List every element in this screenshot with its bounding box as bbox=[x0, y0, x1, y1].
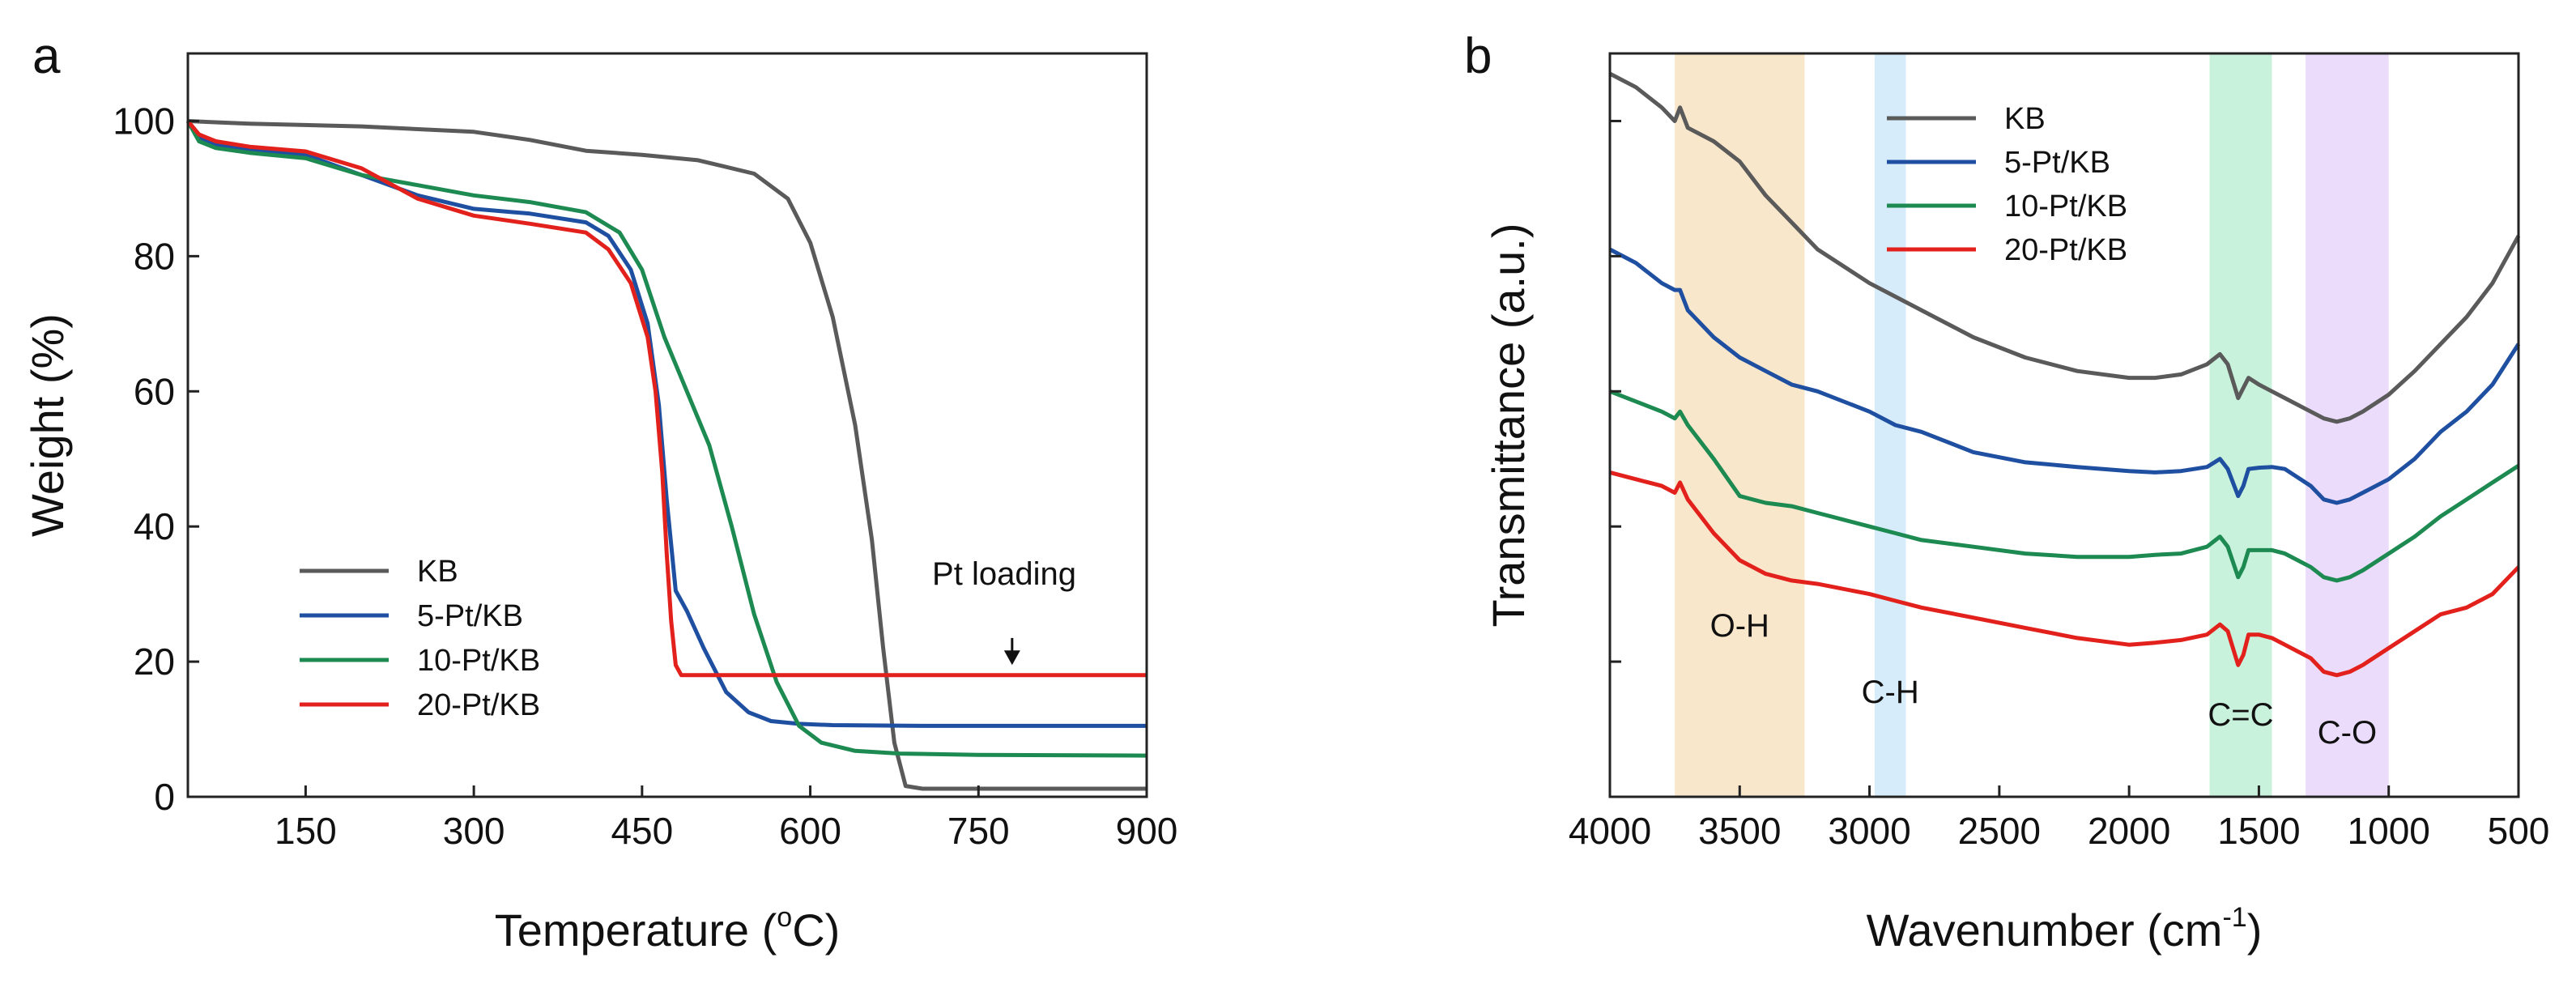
panel-b-ftir-chart: b 4000 3500 3000 2500 2000 1500 1000 500 Wavenu… bbox=[1464, 28, 2549, 956]
panel-a-series-lines bbox=[185, 119, 1147, 791]
series-line-kb bbox=[187, 119, 1147, 791]
band-label: O-H bbox=[1710, 608, 1769, 644]
x-tick-label: 750 bbox=[947, 810, 1010, 852]
pt-loading-annotation: Pt loading bbox=[932, 556, 1076, 592]
legend-label: 10-Pt/KB bbox=[417, 644, 540, 678]
band-c-c bbox=[2209, 53, 2272, 797]
legend-label: KB bbox=[2004, 102, 2046, 136]
series-line-5-pt-kb bbox=[1608, 247, 2521, 505]
panel-a-plot-frame bbox=[186, 52, 1148, 798]
band-o-h bbox=[1675, 53, 1805, 797]
y-tick-label: 60 bbox=[134, 370, 175, 412]
x-tick-label: 2000 bbox=[2088, 810, 2170, 852]
x-tick-label: 150 bbox=[275, 810, 337, 852]
series-line-20-pt-kb bbox=[1609, 470, 2520, 678]
legend-label: 5-Pt/KB bbox=[417, 599, 523, 633]
x-tick-label: 600 bbox=[779, 810, 841, 852]
series-line-20-pt-kb bbox=[186, 119, 1147, 678]
panel-a-x-axis-title: Temperature (oC) bbox=[495, 902, 841, 956]
panel-b-legend: KB 5-Pt/KB 10-Pt/KB 20-Pt/KB bbox=[1887, 102, 2127, 267]
band-label: C-H bbox=[1862, 675, 1919, 710]
x-tick-label: 2500 bbox=[1958, 810, 2041, 852]
y-tick-label: 80 bbox=[134, 235, 175, 277]
x-tick-label: 3500 bbox=[1698, 810, 1781, 852]
x-tick-label: 450 bbox=[611, 810, 673, 852]
series-line-10-pt-kb bbox=[1609, 389, 2520, 583]
series-line-5-pt-kb bbox=[185, 120, 1147, 728]
legend-label: 20-Pt/KB bbox=[417, 688, 540, 722]
band-label: C=C bbox=[2208, 697, 2273, 733]
y-tick-label: 100 bbox=[113, 100, 175, 142]
pt-loading-arrowhead bbox=[1003, 650, 1020, 666]
x-tick-label: 900 bbox=[1116, 810, 1178, 852]
x-tick-label: 1500 bbox=[2217, 810, 2300, 852]
panel-a-ticks: 150 300 450 600 750 900 0 20 40 60 80 100 bbox=[113, 100, 1177, 852]
band-label: C-O bbox=[2318, 715, 2377, 751]
y-tick-label: 40 bbox=[134, 505, 175, 547]
series-line-10-pt-kb bbox=[185, 120, 1147, 758]
x-tick-label: 300 bbox=[443, 810, 505, 852]
panel-a-letter: a bbox=[32, 28, 61, 84]
legend-label: KB bbox=[417, 555, 458, 589]
panel-b-series-lines bbox=[1608, 71, 2521, 678]
legend-label: 10-Pt/KB bbox=[2004, 189, 2127, 223]
panel-b-band-labels: O-H C-H C=C C-O bbox=[1710, 608, 2377, 751]
x-tick-label: 500 bbox=[2488, 810, 2550, 852]
x-tick-label: 1000 bbox=[2348, 810, 2430, 852]
y-tick-label: 20 bbox=[134, 641, 175, 683]
x-tick-label: 4000 bbox=[1569, 810, 1651, 852]
y-tick-label: 0 bbox=[154, 776, 175, 818]
legend-label: 20-Pt/KB bbox=[2004, 233, 2127, 267]
band-c-o bbox=[2306, 53, 2389, 797]
legend-label: 5-Pt/KB bbox=[2004, 146, 2110, 180]
panel-a-tga-chart: a 150 300 450 600 750 900 0 20 40 60 80 100 Tempera… bbox=[22, 28, 1177, 956]
series-line-kb bbox=[1608, 71, 2521, 424]
x-tick-label: 3000 bbox=[1828, 810, 1910, 852]
panel-b-plot-frame bbox=[1608, 52, 2520, 798]
panel-b-x-axis-title: Wavenumber (cm-1) bbox=[1867, 902, 2263, 956]
panel-b-letter: b bbox=[1464, 28, 1492, 84]
panel-b-ticks: 4000 3500 3000 2500 2000 1500 1000 500 bbox=[1569, 119, 2550, 852]
panel-a-y-axis-title: Weight (%) bbox=[22, 313, 73, 537]
panel-a-legend: KB 5-Pt/KB 10-Pt/KB 20-Pt/KB bbox=[300, 555, 540, 722]
panel-b-y-axis-title: Transmittance (a.u.) bbox=[1483, 223, 1534, 628]
